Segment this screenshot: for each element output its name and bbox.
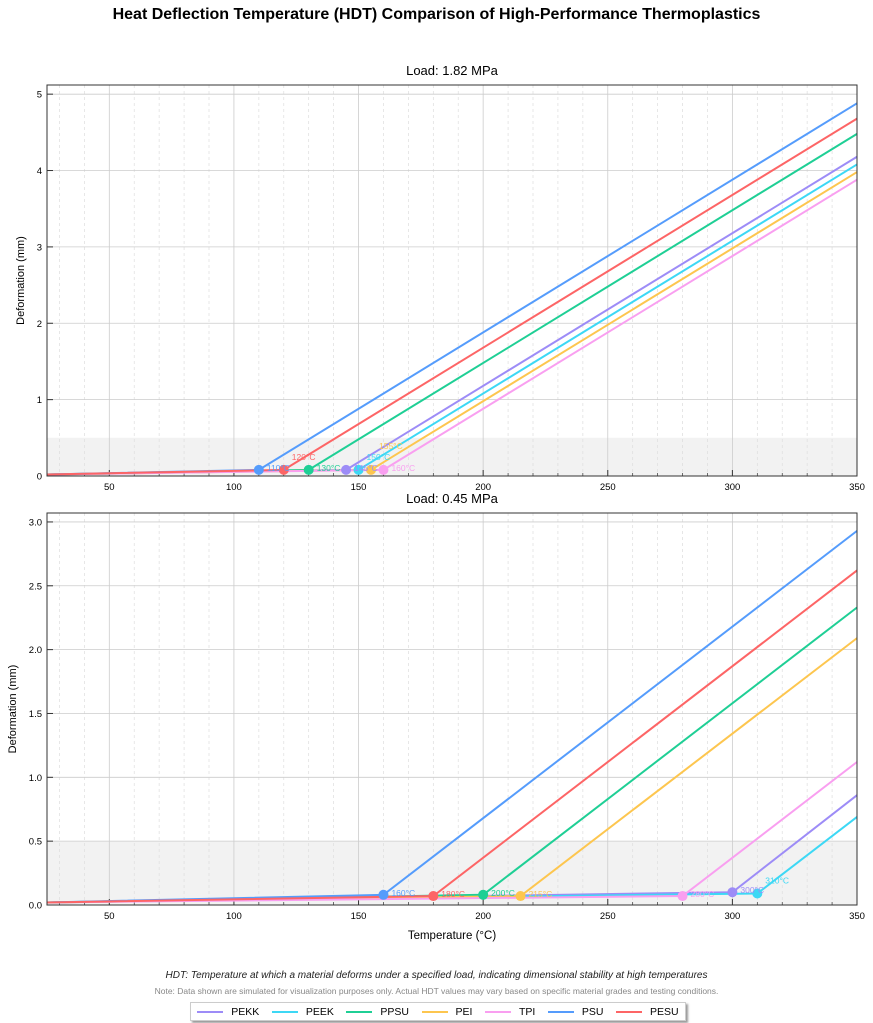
hdt-label: 200°C	[491, 888, 515, 898]
y-tick-label: 0.0	[29, 901, 42, 912]
simulated-data-note: Note: Data shown are simulated for visua…	[154, 986, 719, 996]
legend-swatch	[271, 1010, 298, 1013]
axes-frame	[46, 512, 858, 906]
hdt-label: 150°C	[367, 452, 391, 462]
legend-item-pei: PEI	[421, 1005, 473, 1018]
subplot-title: Load: 1.82 MPa	[406, 63, 499, 78]
hdt-label: 160°C	[391, 463, 415, 473]
hdt-label: 130°C	[317, 463, 341, 473]
x-tick-label: 200	[475, 911, 491, 922]
legend-swatch	[421, 1010, 448, 1013]
legend-item-pesu: PESU	[616, 1006, 679, 1018]
hdt-label: 310°C	[765, 876, 789, 886]
legend-label: PEI	[455, 1005, 473, 1018]
x-tick-label: 100	[226, 911, 242, 922]
hdt-label: 145°C	[354, 463, 378, 473]
y-axis-label: Deformation (mm)	[15, 236, 27, 325]
hdt-label: 155°C	[379, 441, 403, 451]
hdt-label: 215°C	[529, 889, 553, 899]
y-tick-label: 0	[37, 472, 42, 483]
hdt-marker-peek	[752, 888, 763, 899]
hdt-label: 280°C	[691, 889, 715, 899]
hdt-marker-psu	[253, 464, 264, 475]
legend-item-tpi: TPI	[485, 1006, 535, 1018]
y-tick-label: 5	[37, 90, 42, 101]
hdt-label: 160°C	[391, 888, 415, 898]
legend-swatch	[616, 1010, 643, 1013]
hdt-marker-pekk	[341, 464, 352, 475]
hdt-marker-tpi	[378, 464, 389, 475]
hdt-label: 120°C	[292, 452, 316, 462]
legend-swatch	[547, 1010, 574, 1013]
legend-label: PESU	[650, 1005, 679, 1018]
x-tick-label: 50	[104, 482, 115, 493]
subplot-1: 50 100 150 200 250 300 350 0 1 2 3 4 5 110°C120°C130°…	[15, 63, 865, 493]
hdt-marker-peek	[353, 464, 364, 475]
hdt-label: 110°C	[267, 463, 290, 473]
y-tick-label: 3.0	[29, 517, 42, 528]
series-line-tpi	[46, 178, 858, 476]
x-tick-label: 200	[475, 482, 491, 493]
x-axis-label: Temperature (°C)	[408, 930, 496, 942]
hdt-marker-pei	[366, 464, 376, 475]
x-tick-label: 350	[849, 911, 865, 922]
figure-title: Heat Deflection Temperature (HDT) Compar…	[112, 6, 761, 23]
hdt-marker-pekk	[727, 887, 738, 898]
legend-label: PEKK	[231, 1005, 260, 1018]
legend-item-psu: PSU	[547, 1005, 604, 1018]
y-tick-label: 4	[37, 166, 42, 177]
legend-item-ppsu: PPSU	[346, 1006, 409, 1018]
x-tick-label: 250	[600, 482, 616, 493]
legend-swatch	[485, 1010, 512, 1013]
x-tick-label: 300	[724, 482, 740, 493]
legend: PEKK PEEK PPSU PEI TPI PSU PESU	[190, 1002, 686, 1021]
hdt-marker-psu	[378, 889, 389, 900]
axes-frame	[46, 84, 858, 477]
legend-label: TPI	[519, 1005, 536, 1018]
x-tick-label: 150	[351, 482, 367, 493]
y-tick-label: 1	[37, 395, 42, 406]
hdt-marker-pei	[515, 891, 526, 902]
legend-swatch	[346, 1010, 373, 1013]
x-tick-label: 50	[104, 911, 115, 922]
series-line-psu	[46, 102, 858, 476]
hdt-marker-tpi	[677, 891, 688, 902]
hdt-marker-ppsu	[478, 889, 489, 900]
x-tick-label: 350	[849, 482, 865, 493]
legend-label: PEEK	[305, 1005, 334, 1018]
y-tick-label: 1.0	[29, 773, 42, 784]
y-tick-label: 3	[37, 242, 42, 253]
y-tick-label: 2	[37, 319, 42, 330]
y-tick-label: 1.5	[29, 709, 42, 720]
y-tick-label: 2.5	[29, 581, 42, 592]
y-tick-label: 2.0	[29, 645, 42, 656]
hdt-marker-pesu	[428, 891, 439, 902]
legend-swatch	[197, 1010, 224, 1013]
hdt-marker-ppsu	[303, 464, 314, 475]
hdt-marker-pesu	[278, 464, 289, 475]
safe-zone-band	[47, 437, 857, 476]
x-tick-label: 150	[351, 911, 367, 922]
hdt-definition-footnote: HDT: Temperature at which a material def…	[165, 970, 708, 981]
legend-item-peek: PEEK	[271, 1005, 334, 1018]
legend-item-pekk: PEKK	[197, 1006, 259, 1018]
y-tick-label: 0.5	[29, 837, 42, 848]
x-tick-label: 100	[226, 482, 242, 493]
subplot-2: 50 100 150 200 250 300 350 0.0 0.5 1.0 1.5 2.0 2.5 3.…	[7, 491, 865, 942]
series-line-ppsu	[46, 133, 858, 476]
legend-label: PPSU	[380, 1005, 409, 1018]
y-axis-label: Deformation (mm)	[7, 665, 19, 754]
subplot-title: Load: 0.45 MPa	[406, 491, 499, 506]
x-tick-label: 300	[724, 911, 740, 922]
hdt-label: 300°C	[740, 885, 764, 895]
x-tick-label: 250	[600, 911, 616, 922]
legend-label: PSU	[581, 1005, 604, 1018]
hdt-label: 180°C	[441, 889, 465, 899]
